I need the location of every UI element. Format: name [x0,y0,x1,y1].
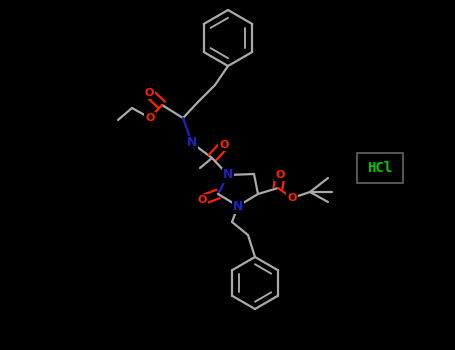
Text: N: N [187,136,197,149]
Text: O: O [145,113,155,123]
Text: O: O [287,193,297,203]
Text: O: O [144,88,154,98]
Text: HCl: HCl [368,161,393,175]
Text: O: O [275,170,285,180]
Text: N: N [233,199,243,212]
Text: O: O [219,140,229,150]
Text: O: O [197,195,207,205]
Text: N: N [223,168,233,182]
FancyBboxPatch shape [357,153,403,183]
